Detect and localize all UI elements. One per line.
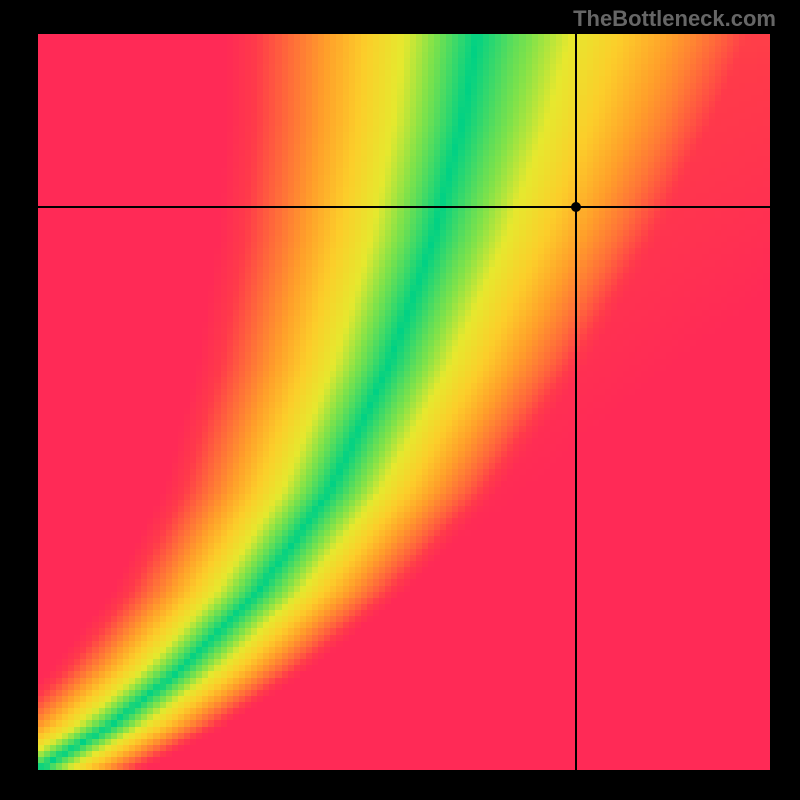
- heatmap-canvas: [38, 34, 770, 770]
- watermark-text: TheBottleneck.com: [573, 6, 776, 32]
- crosshair-vertical: [575, 34, 577, 770]
- crosshair-horizontal: [38, 206, 770, 208]
- point-marker: [571, 202, 581, 212]
